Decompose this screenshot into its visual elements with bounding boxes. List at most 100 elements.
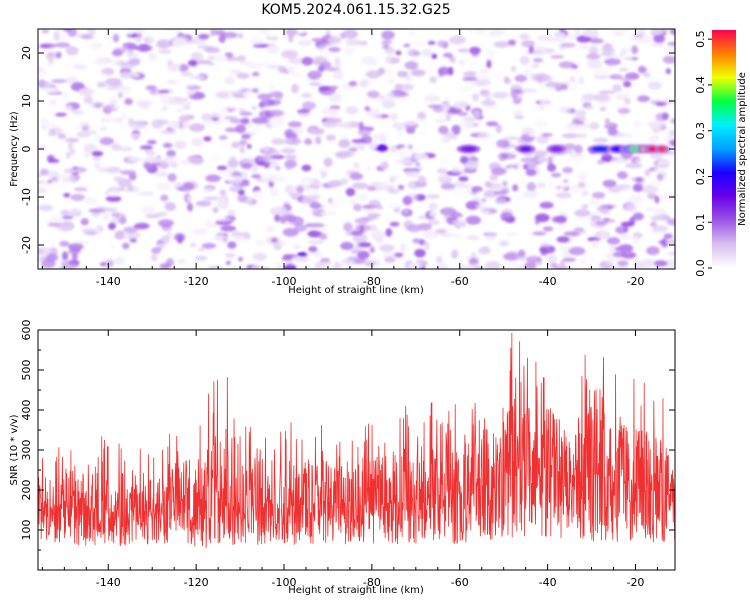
heatmap-cell (562, 249, 570, 259)
heatmap-y-tick-label: -20 (20, 236, 33, 254)
heatmap-cell (291, 83, 299, 94)
heatmap-cell (528, 132, 544, 137)
heatmap-cell (285, 184, 294, 194)
heatmap-cell (147, 36, 154, 42)
heatmap-cell (559, 259, 565, 269)
heatmap-cell (141, 191, 155, 196)
heatmap-cell (666, 218, 675, 226)
heatmap-cell (62, 178, 70, 183)
heatmap-cell (283, 58, 290, 68)
heatmap-cell (342, 29, 359, 39)
heatmap-cell (522, 229, 539, 238)
snr-y-axis-label: SNR (10 * v/v) (9, 414, 20, 485)
heatmap-cell (503, 76, 510, 84)
heatmap-cell (477, 131, 493, 140)
heatmap-cell (110, 99, 118, 104)
heatmap-cell (59, 264, 74, 269)
heatmap-cell (576, 169, 593, 175)
heatmap-cell (303, 208, 313, 214)
colorbar-tick-label: 0.0 (694, 259, 707, 277)
heatmap-cell (563, 231, 581, 237)
heatmap-cell (451, 132, 458, 140)
heatmap-cell (175, 107, 185, 113)
heatmap-cell (301, 164, 312, 172)
heatmap-cell (604, 117, 611, 127)
heatmap-cell (669, 139, 675, 147)
heatmap-cell (51, 177, 58, 182)
heatmap-cell (307, 240, 324, 245)
heatmap-cell (38, 204, 54, 211)
heatmap-cell (187, 59, 198, 67)
heatmap-cell (87, 46, 94, 52)
heatmap-cell (68, 259, 80, 265)
heatmap-cell (429, 76, 438, 84)
heatmap-cell (601, 152, 613, 163)
heatmap-cell (113, 176, 124, 182)
heatmap-cell (463, 263, 481, 269)
heatmap-cell (167, 173, 177, 182)
heatmap-cell (271, 36, 278, 41)
heatmap-cell (333, 261, 340, 269)
heatmap-cell (130, 133, 141, 139)
heatmap-peak-cell (550, 146, 563, 152)
heatmap-cell (613, 251, 627, 258)
heatmap-cell (285, 29, 299, 36)
heatmap-cell (615, 226, 628, 234)
heatmap-cell (355, 193, 369, 202)
heatmap-cell (549, 262, 558, 269)
heatmap-cell (203, 136, 212, 142)
heatmap-cell (251, 117, 269, 125)
heatmap-cell (627, 195, 645, 205)
heatmap-cell (412, 238, 421, 244)
heatmap-cell (178, 221, 192, 227)
heatmap-cell (437, 156, 449, 165)
heatmap-cell (626, 204, 638, 213)
heatmap-cell (574, 133, 588, 138)
heatmap-cell (366, 70, 382, 79)
heatmap-cell (281, 256, 293, 261)
heatmap-cell (119, 216, 127, 225)
heatmap-cell (120, 123, 129, 130)
heatmap-cell (61, 91, 69, 102)
heatmap-cell (327, 180, 343, 188)
heatmap-cell (401, 121, 419, 126)
heatmap-cell (350, 248, 361, 255)
heatmap-cell (187, 202, 194, 212)
heatmap-cell (215, 92, 229, 98)
heatmap-cell (231, 141, 240, 149)
heatmap-cell (65, 46, 79, 56)
heatmap-cell (459, 183, 473, 189)
heatmap-cell (238, 108, 246, 113)
heatmap-cell (562, 179, 569, 184)
heatmap-cell (218, 170, 229, 180)
snr-x-axis: -140 -120 -100 -80 -60 -40 -20 (41, 330, 658, 589)
heatmap-cell (540, 98, 552, 106)
heatmap-cell (395, 50, 402, 56)
heatmap-cell (136, 100, 153, 107)
heatmap-cell (560, 42, 576, 48)
heatmap-cell (346, 105, 359, 115)
heatmap-cell (255, 239, 265, 247)
heatmap-cell (284, 222, 295, 227)
heatmap-x-tick-label: -140 (96, 275, 121, 288)
heatmap-cell (440, 136, 452, 144)
heatmap-cell (128, 173, 137, 181)
snr-y-tick-label: 400 (20, 400, 33, 421)
heatmap-cell (224, 116, 238, 120)
heatmap-cell (38, 182, 55, 187)
heatmap-cell (429, 211, 438, 218)
heatmap-cell (217, 44, 232, 52)
heatmap-cell (151, 247, 162, 254)
heatmap-cell (537, 157, 549, 162)
heatmap-cell (392, 122, 403, 129)
heatmap-cell (254, 133, 263, 140)
heatmap-cell (428, 202, 438, 211)
heatmap-cell (669, 129, 675, 137)
heatmap-cell (518, 249, 526, 258)
heatmap-cell (568, 33, 574, 40)
heatmap-cell (43, 87, 60, 94)
heatmap-cell (656, 173, 664, 182)
heatmap-cell (219, 189, 227, 195)
heatmap-cell (195, 200, 212, 207)
heatmap-peak-cell (519, 146, 532, 152)
